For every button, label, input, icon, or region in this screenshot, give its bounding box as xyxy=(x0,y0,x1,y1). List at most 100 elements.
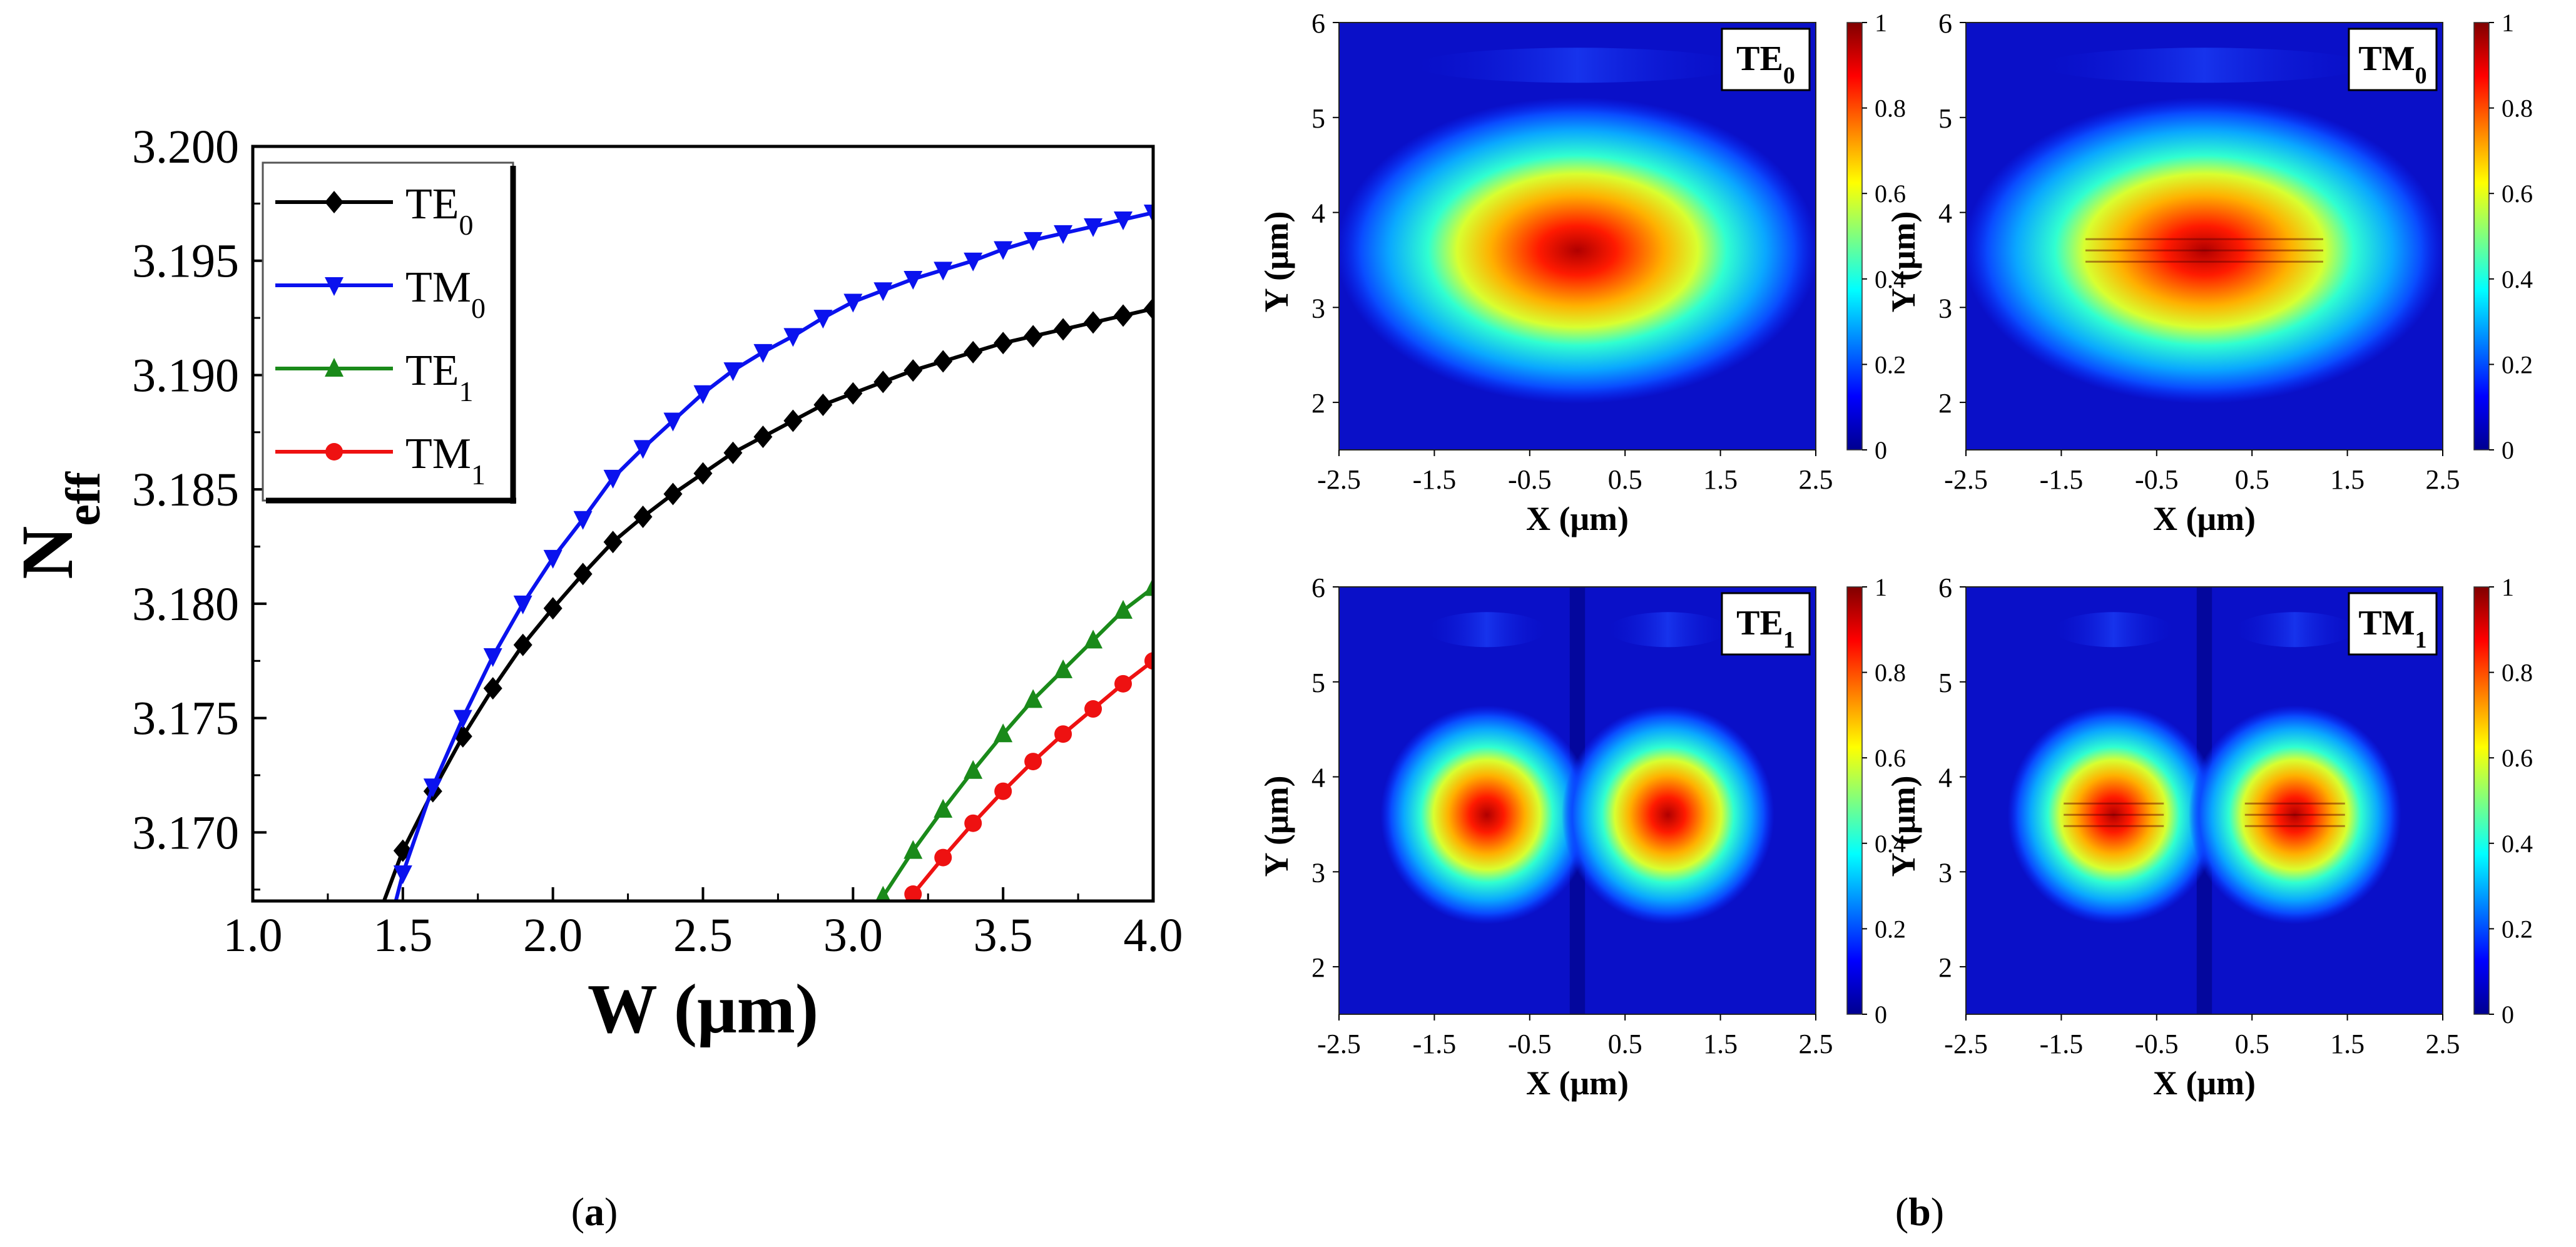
mode-lobe xyxy=(1339,97,1816,404)
y-tick-label: 3.170 xyxy=(132,807,239,859)
y-tick-label: 3 xyxy=(1938,293,1952,323)
line-tm1 xyxy=(907,659,1153,901)
y-tick-label: 3 xyxy=(1311,293,1325,323)
point-te0 xyxy=(723,441,743,464)
heatmap-frame xyxy=(1338,586,1816,1015)
point-tm0 xyxy=(513,595,532,614)
y-tick-label: 5 xyxy=(1938,668,1952,698)
point-tm0 xyxy=(753,344,773,363)
legend-label-te0-main: TE xyxy=(405,180,459,228)
y-tick-label: 4 xyxy=(1311,763,1325,793)
legend-label-tm0: TM0 xyxy=(405,263,486,324)
series-te0 xyxy=(382,297,1153,901)
colorbar-tick-label: 0.6 xyxy=(1875,744,1906,772)
series-te1 xyxy=(875,577,1153,901)
point-tm0 xyxy=(543,549,563,569)
x-tick-label: 2.0 xyxy=(523,909,583,962)
point-te1 xyxy=(875,885,891,901)
y-tick-label: 6 xyxy=(1938,573,1952,603)
point-tm0 xyxy=(934,262,953,281)
point-te0 xyxy=(663,482,683,506)
mode-title-tm1: TM1 xyxy=(2348,592,2438,656)
point-tm0 xyxy=(483,648,502,667)
y-axis-label-main: N xyxy=(6,526,88,579)
x-tick-label: 0.5 xyxy=(2235,464,2269,495)
colorbar-tick-label: 1 xyxy=(2502,9,2514,37)
legend-label-tm1-main: TM xyxy=(405,430,471,478)
y-tick-label: 3.180 xyxy=(132,578,239,631)
point-tm0 xyxy=(603,469,623,489)
point-tm1 xyxy=(1054,725,1072,743)
point-te0 xyxy=(1024,325,1043,348)
point-tm0 xyxy=(1084,218,1103,237)
point-te0 xyxy=(904,359,923,382)
x-axis-label: X (μm) xyxy=(1526,1064,1629,1102)
x-axis-label: W (μm) xyxy=(588,970,818,1048)
point-te0 xyxy=(543,597,563,620)
colorbar-tick-label: 0.8 xyxy=(1875,94,1906,123)
x-tick-label: 3.0 xyxy=(823,909,883,962)
x-tick-label: 1.5 xyxy=(2330,464,2365,495)
upper-band xyxy=(1427,612,1547,648)
x-tick-label: 1.5 xyxy=(1703,464,1738,495)
point-tm0 xyxy=(573,511,593,530)
point-tm1 xyxy=(1114,674,1133,693)
mode-lobe xyxy=(2188,705,2401,925)
point-tm1 xyxy=(1024,753,1042,771)
point-tm0 xyxy=(994,241,1013,260)
y-tick-label: 3.195 xyxy=(132,235,239,288)
mode-title-text-main: TE xyxy=(1736,604,1783,643)
y-axis-label: Y (μm) xyxy=(1885,211,1922,312)
y-axis-label: Neff xyxy=(6,471,110,579)
x-tick-label: -2.5 xyxy=(1317,1029,1361,1059)
y-tick-label: 6 xyxy=(1311,573,1325,603)
y-tick-label: 5 xyxy=(1938,103,1952,134)
y-axis-label: Y (μm) xyxy=(1258,775,1295,877)
legend-marker-te1 xyxy=(325,358,344,377)
panel-a-caption: (a) xyxy=(571,1189,618,1234)
point-te0 xyxy=(573,562,593,586)
y-tick-label: 2 xyxy=(1938,952,1952,983)
legend-label-tm0-sub: 0 xyxy=(471,292,486,324)
point-te0 xyxy=(813,393,833,416)
y-tick-label: 3 xyxy=(1311,857,1325,888)
y-tick-label: 2 xyxy=(1311,388,1325,419)
series-group xyxy=(382,204,1153,901)
x-tick-label: -2.5 xyxy=(1944,1029,1988,1059)
colorbar-gradient xyxy=(2473,586,2490,1015)
colorbar-tick-label: 0.2 xyxy=(1875,915,1906,943)
y-tick-label: 6 xyxy=(1311,8,1325,39)
x-tick-label: 1.5 xyxy=(2330,1029,2365,1059)
legend-label-te1-sub: 1 xyxy=(459,375,474,407)
y-tick-label: 3.190 xyxy=(132,349,239,402)
y-tick-label: 6 xyxy=(1938,8,1952,39)
colorbar-tick-label: 0 xyxy=(1875,436,1887,464)
upper-band xyxy=(2054,612,2174,648)
y-axis-label-sub: eff xyxy=(56,471,110,526)
legend-label-te0: TE0 xyxy=(405,180,474,241)
upper-band xyxy=(1608,612,1728,648)
colorbar-tick-label: 1 xyxy=(1875,9,1887,37)
x-tick-label: -0.5 xyxy=(2135,1029,2179,1059)
colorbar-tick-label: 0.4 xyxy=(2502,830,2533,858)
point-tm0 xyxy=(1024,232,1043,251)
point-te1 xyxy=(934,798,953,818)
heatmap-tm0 xyxy=(1966,23,2443,450)
point-tm0 xyxy=(423,778,442,798)
y-axis-label: Y (μm) xyxy=(1258,211,1295,312)
mode-title-te1: TE1 xyxy=(1721,592,1811,656)
x-tick-label: -2.5 xyxy=(1944,464,1988,495)
mode-lobe xyxy=(1966,97,2443,404)
panel-a-line-chart: 1.0 1.5 2.0 2.5 3.0 3.5 4.0 3.170 3.175 3.180 3.18… xyxy=(6,121,1183,1048)
colorbar-gradient xyxy=(2473,22,2490,450)
x-tick-label: 1.5 xyxy=(1703,1029,1738,1059)
point-tm1 xyxy=(964,814,982,832)
upper-band xyxy=(2042,48,2367,83)
mode-title-box xyxy=(2348,28,2438,91)
point-te1 xyxy=(994,723,1013,743)
